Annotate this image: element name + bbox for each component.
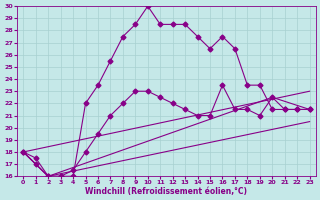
X-axis label: Windchill (Refroidissement éolien,°C): Windchill (Refroidissement éolien,°C) xyxy=(85,187,247,196)
